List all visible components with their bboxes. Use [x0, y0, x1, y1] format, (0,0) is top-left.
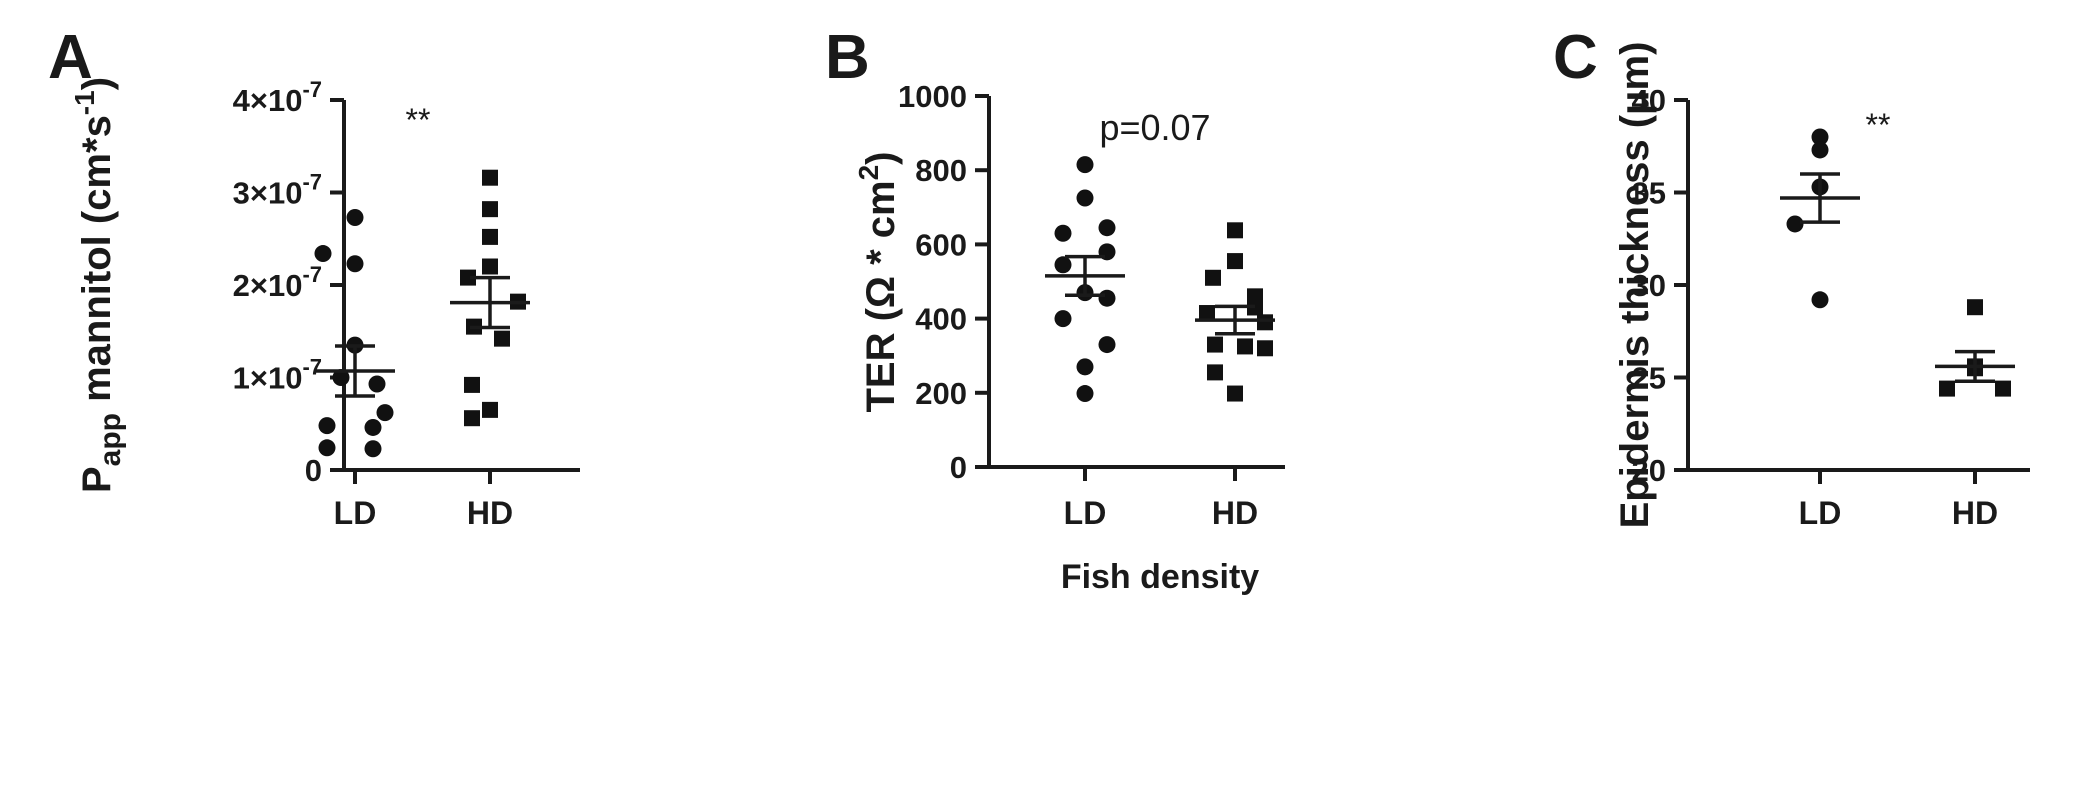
data-point	[1257, 314, 1273, 331]
y-tick-label: 3×10-7	[233, 170, 322, 211]
data-point	[1076, 189, 1094, 207]
panel-letter: A	[48, 23, 93, 92]
significance-annotation: p=0.07	[1099, 107, 1210, 148]
y-tick-label: 0	[950, 450, 967, 485]
y-tick-label: 800	[915, 153, 967, 188]
data-point	[1811, 291, 1829, 309]
data-point	[1811, 141, 1829, 159]
data-point	[1811, 128, 1829, 146]
data-point	[1098, 219, 1116, 237]
data-point	[1995, 380, 2011, 397]
y-axis-label: Papp mannitol (cm*s-1)	[69, 77, 127, 493]
series-ld	[1780, 128, 1860, 309]
data-point	[1098, 289, 1116, 307]
data-point	[364, 418, 382, 436]
data-point	[482, 169, 498, 186]
y-tick-label: 20	[1632, 453, 1666, 488]
data-point	[482, 401, 498, 418]
data-point	[1205, 269, 1221, 286]
data-point	[1786, 215, 1804, 233]
series-ld	[314, 208, 395, 458]
data-point	[1207, 336, 1223, 353]
y-tick-label: 200	[915, 376, 967, 411]
data-point	[1076, 156, 1094, 174]
data-point	[376, 404, 394, 422]
data-point	[482, 228, 498, 245]
data-point	[482, 201, 498, 218]
data-point	[364, 440, 382, 458]
x-tick-label-hd: HD	[467, 495, 513, 531]
data-point	[1207, 364, 1223, 381]
data-point	[1054, 224, 1072, 242]
x-tick-label-hd: HD	[1952, 495, 1998, 531]
series-hd	[1195, 222, 1275, 402]
data-point	[464, 410, 480, 427]
data-point	[314, 245, 332, 263]
y-tick-label: 25	[1632, 361, 1666, 396]
y-tick-label: 400	[915, 302, 967, 337]
panel-c: C 20 25 30 35 40 LD HD Epidermis thickness (μm) *…	[1553, 23, 2030, 531]
data-point	[1199, 305, 1215, 322]
data-point	[1227, 222, 1243, 239]
panel-a: A 0 1×10-7 2×10-7 3×10-7 4×10-7 LD HD Papp manni…	[48, 23, 580, 531]
data-point	[1257, 340, 1273, 357]
data-point	[1098, 336, 1116, 354]
data-point	[1237, 338, 1253, 355]
data-point	[1227, 253, 1243, 270]
data-point	[346, 208, 364, 226]
data-point	[318, 417, 336, 435]
data-point	[346, 255, 364, 273]
x-tick-label-ld: LD	[1064, 495, 1107, 531]
significance-annotation: **	[406, 102, 431, 138]
data-point	[1076, 358, 1094, 376]
significance-annotation: **	[1866, 107, 1891, 143]
x-tick-label-hd: HD	[1212, 495, 1258, 531]
y-tick-label: 0	[305, 453, 322, 488]
data-point	[464, 376, 480, 393]
data-point	[1939, 380, 1955, 397]
data-point	[332, 369, 350, 386]
data-point	[1054, 310, 1072, 328]
series-hd	[1935, 299, 2015, 397]
y-axis-label: Epidermis thickness (μm)	[1613, 42, 1657, 529]
data-point	[1227, 385, 1243, 402]
x-tick-label-ld: LD	[334, 495, 377, 531]
data-point	[1054, 256, 1072, 274]
y-tick-label: 1000	[898, 79, 967, 114]
data-point	[460, 269, 476, 286]
x-tick-label-ld: LD	[1799, 495, 1842, 531]
y-tick-label: 30	[1632, 268, 1666, 303]
x-axis-label: Fish density	[1061, 558, 1259, 596]
y-tick-label: 2×10-7	[233, 262, 322, 303]
data-point	[318, 439, 336, 457]
data-point	[494, 330, 510, 347]
y-tick-label: 1×10-7	[233, 355, 322, 396]
data-point	[1076, 385, 1094, 403]
y-tick-label: 40	[1632, 83, 1666, 118]
series-ld	[1045, 156, 1125, 403]
panel-letter: C	[1553, 23, 1598, 92]
y-tick-label: 600	[915, 227, 967, 262]
y-axis-label: TER (Ω * cm2)	[853, 151, 903, 412]
data-point	[368, 375, 386, 393]
panel-b: B 0 200 400 600 800 1000 LD HD TER (Ω * cm2) Fish …	[825, 23, 1285, 596]
y-tick-label: 4×10-7	[233, 77, 322, 118]
y-tick-label: 35	[1632, 176, 1666, 211]
series-hd	[450, 169, 530, 427]
data-point	[482, 258, 498, 275]
data-point	[1967, 299, 1983, 316]
panel-letter: B	[825, 23, 870, 92]
